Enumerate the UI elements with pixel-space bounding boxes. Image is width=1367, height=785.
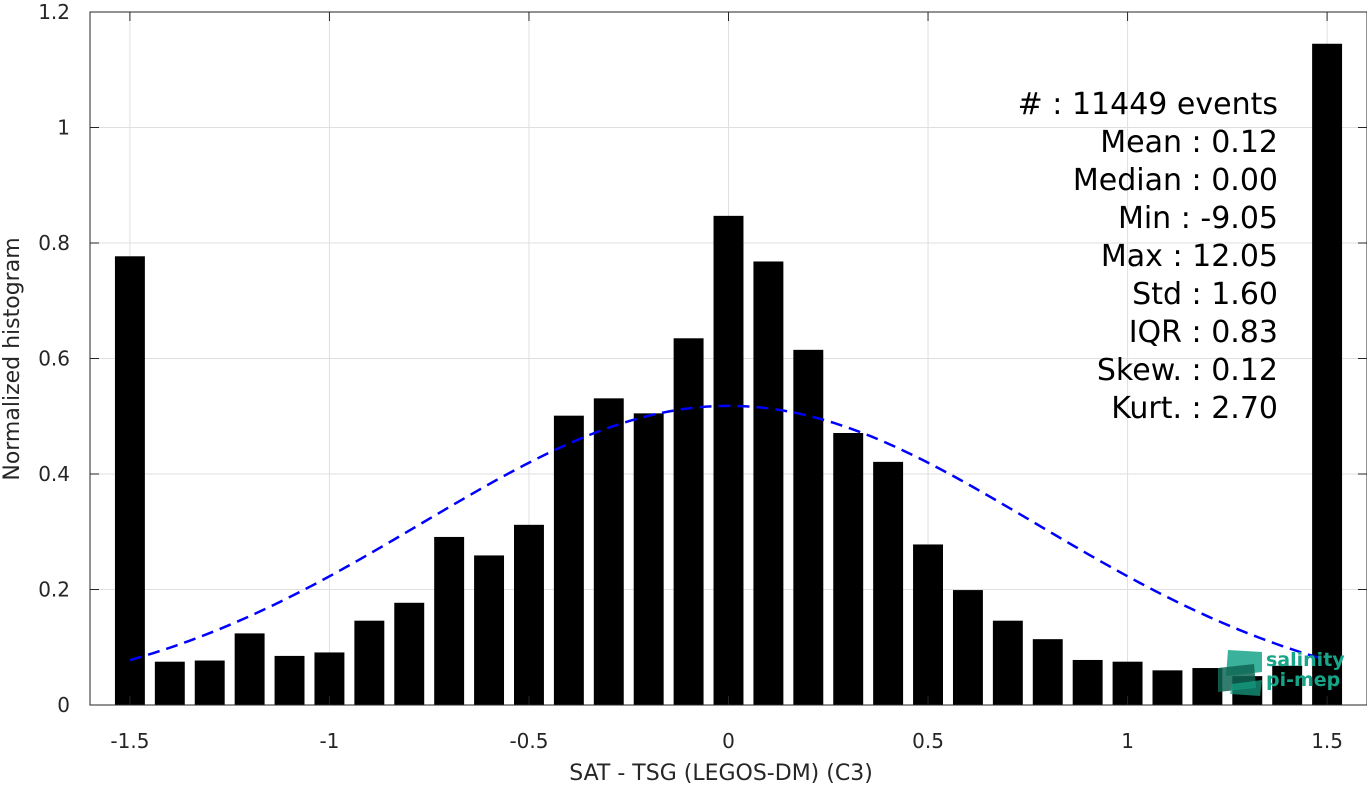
histogram-bar — [354, 620, 385, 705]
histogram-bar — [952, 590, 983, 705]
histogram-bar — [474, 555, 505, 705]
x-tick-label: 1.5 — [1311, 729, 1343, 753]
histogram-bar — [753, 261, 784, 705]
histogram-bar — [154, 661, 185, 705]
histogram-bar — [1072, 659, 1103, 705]
stat-line: IQR : 0.83 — [1129, 315, 1278, 350]
histogram-bar — [434, 536, 465, 705]
logo-mark-icon — [1218, 650, 1262, 696]
histogram-bar — [992, 620, 1023, 705]
histogram-bar — [673, 338, 704, 705]
histogram-bar — [1312, 43, 1343, 705]
histogram-bar — [274, 655, 305, 705]
x-tick-label: -1.5 — [110, 729, 149, 753]
x-tick-label: -0.5 — [509, 729, 548, 753]
histogram-bar — [593, 398, 624, 705]
stat-line: Mean : 0.12 — [1100, 125, 1278, 160]
histogram-bar — [1152, 670, 1183, 705]
y-tick-label: 0.6 — [38, 347, 70, 371]
x-tick-label: -1 — [319, 729, 339, 753]
stat-line: Min : -9.05 — [1118, 201, 1278, 236]
histogram-bar — [873, 461, 904, 705]
gaussian-fit-curve — [129, 404, 1328, 662]
y-tick-label: 0 — [57, 693, 70, 717]
histogram-bar — [394, 602, 425, 705]
histogram-bar — [234, 633, 265, 705]
histogram-bar — [114, 256, 145, 705]
stat-line: Kurt. : 2.70 — [1111, 391, 1278, 426]
histogram-bar — [514, 524, 544, 705]
axes — [89, 11, 1367, 706]
histogram-bar — [633, 413, 664, 705]
histogram-bar — [194, 660, 225, 705]
y-tick-label: 0.4 — [38, 462, 70, 486]
x-axis-label: SAT - TSG (LEGOS-DM) (C3) — [569, 761, 873, 785]
stat-line: Std : 1.60 — [1132, 277, 1278, 312]
histogram-bar — [1192, 668, 1223, 705]
y-tick-label: 0.8 — [38, 231, 70, 255]
stat-line: # : 11449 events — [1018, 87, 1278, 122]
logo-line1: salinity — [1266, 649, 1345, 671]
histogram-bar — [713, 215, 744, 706]
x-tick-label: 1 — [1121, 729, 1134, 753]
x-tick-label: 0.5 — [912, 729, 944, 753]
stat-line: Max : 12.05 — [1101, 239, 1278, 274]
histogram-bar — [913, 544, 943, 705]
y-axis-label: Normalized histogram — [0, 237, 25, 480]
stat-line: Skew. : 0.12 — [1097, 353, 1278, 388]
histogram-bar — [793, 349, 824, 705]
y-tick-label: 1.2 — [38, 0, 70, 24]
bars — [114, 43, 1343, 706]
histogram-bar — [1272, 665, 1303, 705]
stat-line: Median : 0.00 — [1073, 163, 1278, 198]
histogram-bar — [833, 432, 864, 705]
y-tick-label: 1 — [57, 116, 70, 140]
y-tick-labels: 0 0.2 0.4 0.6 0.8 1 1.2 — [38, 0, 70, 717]
y-tick-label: 0.2 — [38, 578, 70, 602]
histogram-bar — [1032, 639, 1063, 705]
x-tick-label: 0 — [722, 729, 735, 753]
logo-line2: pi-mep — [1266, 669, 1340, 691]
x-tick-labels: -1.5 -1 -0.5 0 0.5 1 1.5 — [110, 729, 1343, 753]
salinity-pimep-logo: salinity pi-mep — [1218, 649, 1345, 696]
histogram-bar — [553, 415, 584, 705]
